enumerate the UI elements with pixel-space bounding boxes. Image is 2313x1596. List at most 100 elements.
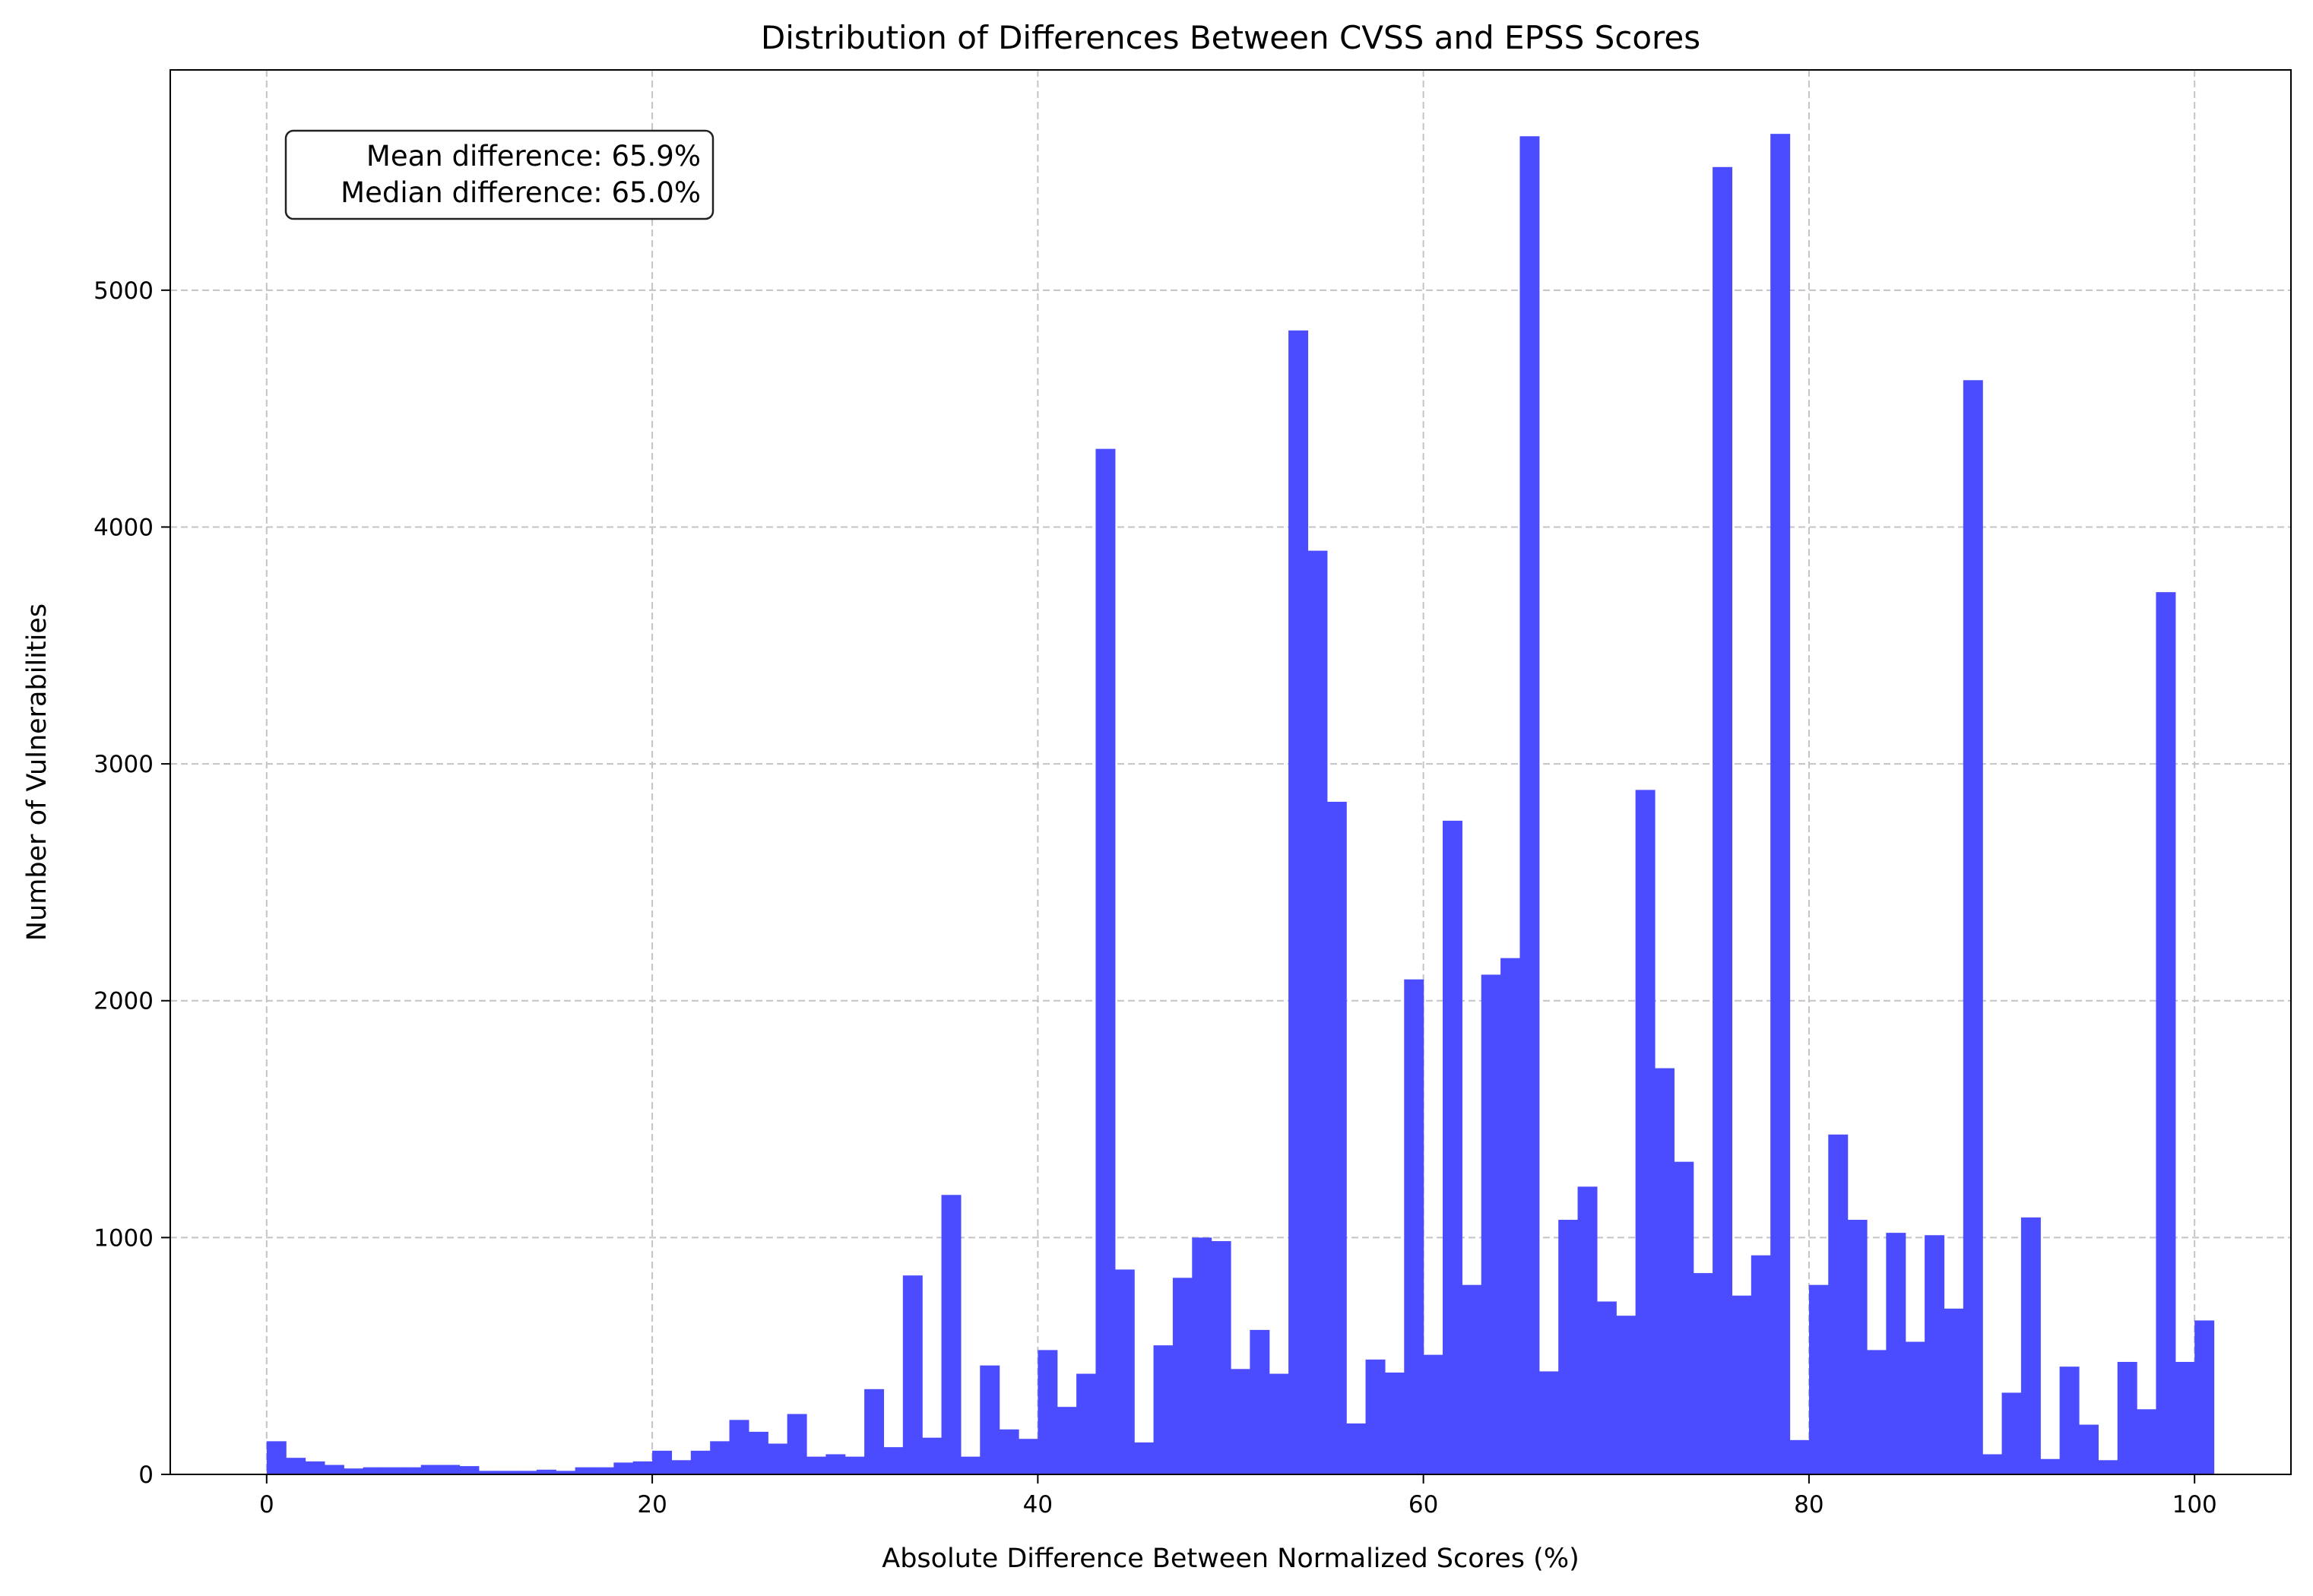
histogram-bar [999, 1429, 1019, 1474]
histogram-bar [825, 1454, 846, 1474]
histogram-bar [980, 1365, 1000, 1474]
histogram-bar [420, 1465, 441, 1474]
y-tick-label: 3000 [93, 751, 154, 778]
median-difference-label: Median difference: 65.0% [341, 176, 701, 209]
histogram-bar [1250, 1329, 1270, 1474]
histogram-bar [1481, 974, 1501, 1474]
histogram-bar [1770, 134, 1791, 1475]
histogram-bar [1693, 1273, 1713, 1474]
histogram-bar [459, 1466, 480, 1474]
histogram-bars [266, 134, 2215, 1475]
histogram-bar [556, 1471, 576, 1474]
histogram-bar [1674, 1161, 1694, 1474]
histogram-bar [1134, 1442, 1155, 1474]
histogram-bar [1365, 1359, 1386, 1474]
histogram-bar [440, 1465, 461, 1474]
histogram-bar [2098, 1460, 2118, 1474]
histogram-bar [1443, 820, 1462, 1474]
histogram-bar [748, 1431, 768, 1474]
histogram-bar [844, 1456, 865, 1474]
histogram-bar [1076, 1373, 1097, 1474]
histogram-bar [2117, 1361, 2137, 1474]
histogram-bar [498, 1471, 518, 1474]
x-tick-label: 20 [637, 1491, 667, 1518]
histogram-bar [632, 1461, 653, 1474]
x-tick-label: 100 [2172, 1491, 2217, 1518]
chart-title: Distribution of Differences Between CVSS… [761, 19, 1700, 56]
histogram-bar [1307, 550, 1328, 1474]
histogram-bar [690, 1450, 711, 1474]
histogram-bar [1192, 1237, 1212, 1474]
histogram-bar [1019, 1439, 1038, 1474]
histogram-bar [1519, 136, 1540, 1474]
histogram-bar [1038, 1350, 1058, 1474]
histogram-bar [1963, 380, 1983, 1475]
histogram-bar [1231, 1369, 1250, 1474]
histogram-bar [1288, 330, 1309, 1474]
histogram-bar [1905, 1341, 1925, 1474]
histogram-bar [1558, 1219, 1579, 1474]
histogram-bar [1326, 801, 1347, 1474]
histogram-bar [1057, 1407, 1077, 1474]
histogram-bar [324, 1465, 344, 1474]
histogram-bar [517, 1471, 537, 1474]
histogram-bar [787, 1414, 807, 1474]
y-axis-label: Number of Vulnerabilities [22, 603, 52, 941]
histogram-bar [1346, 1423, 1367, 1474]
histogram-bar [594, 1467, 614, 1474]
y-tick-label: 1000 [93, 1224, 154, 1252]
histogram-bar [806, 1456, 826, 1474]
histogram-bar [266, 1441, 287, 1474]
histogram-bar [2137, 1409, 2157, 1474]
histogram-bar [671, 1460, 692, 1474]
histogram-bar [710, 1441, 730, 1474]
plot-frame [170, 69, 2292, 1475]
stats-annotation: Mean difference: 65.9% Median difference… [284, 129, 714, 220]
histogram-bar [478, 1471, 499, 1474]
x-tick-label: 40 [1023, 1491, 1053, 1518]
histogram-bar [2059, 1366, 2080, 1474]
mean-difference-label: Mean difference: 65.9% [366, 140, 701, 173]
histogram-bar [922, 1437, 943, 1474]
histogram-bar [1789, 1439, 1810, 1474]
histogram-bar [1828, 1134, 1849, 1474]
histogram-bar [382, 1467, 402, 1474]
histogram-bar [536, 1469, 556, 1474]
histogram-bar [305, 1461, 325, 1474]
y-tick-label: 0 [138, 1461, 154, 1489]
histogram-bar [1269, 1373, 1289, 1474]
histogram-bar [652, 1450, 673, 1474]
histogram-bar [2175, 1361, 2195, 1474]
histogram-bar [1404, 979, 1424, 1474]
histogram-bar [1982, 1454, 2003, 1474]
histogram-bar [1867, 1350, 1887, 1474]
histogram-bar [1847, 1219, 1868, 1474]
y-tick-label: 4000 [93, 514, 154, 541]
histogram-bar [768, 1443, 788, 1474]
histogram-bar [729, 1420, 749, 1474]
histogram-bar [1538, 1371, 1559, 1474]
histogram-bar [1172, 1278, 1193, 1474]
histogram-bar [1944, 1308, 1964, 1474]
annotation-box-frame [284, 129, 714, 220]
histogram-bar [1732, 1295, 1752, 1474]
histogram-bar [344, 1468, 364, 1474]
histogram-bar [2040, 1458, 2061, 1474]
histogram-bar [2001, 1392, 2022, 1474]
histogram-bar [1808, 1284, 1829, 1474]
y-tick-label: 2000 [93, 988, 154, 1015]
histogram-bar [941, 1195, 962, 1474]
histogram-bar [864, 1389, 885, 1474]
y-tick-label: 5000 [93, 277, 154, 305]
histogram-bar [883, 1447, 904, 1474]
histogram-bar [1114, 1269, 1135, 1474]
x-tick-label: 80 [1794, 1491, 1823, 1518]
histogram-bar [1925, 1235, 1945, 1474]
histogram-bar [1635, 790, 1656, 1474]
histogram-bar [2020, 1217, 2041, 1474]
histogram-bar [1500, 958, 1521, 1474]
histogram-bar [1577, 1186, 1598, 1474]
histogram-bar [1095, 448, 1116, 1474]
